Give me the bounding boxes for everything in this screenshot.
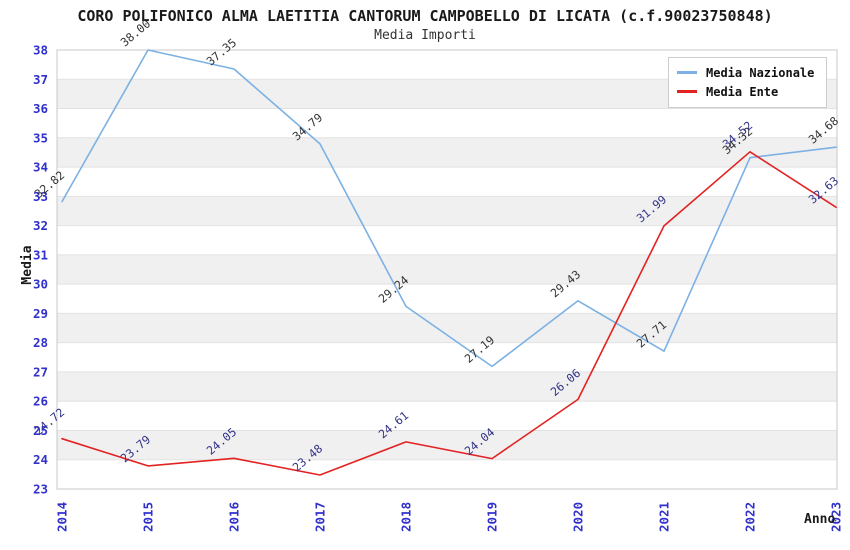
legend-item-media-nazionale[interactable]: Media Nazionale [677,63,814,82]
x-tick-label: 2016 [227,502,242,532]
x-tick-label: 2017 [313,502,328,532]
y-axis-title: Media [20,245,35,285]
chart-subtitle: Media Importi [374,28,476,43]
plot-border [56,49,838,490]
plot-stripe [57,196,837,226]
y-tick-label: 34 [33,160,48,175]
y-tick-label: 38 [33,43,48,58]
legend-line-swatch [677,90,697,93]
plot-stripe [57,430,837,460]
chart-title: CORO POLIFONICO ALMA LAETITIA CANTORUM C… [77,7,773,25]
x-tick-label: 2018 [399,502,414,532]
x-tick-label: 2014 [55,502,70,532]
y-tick-label: 26 [33,394,48,409]
y-tick-label: 24 [33,452,48,467]
y-tick-label: 31 [33,247,48,262]
y-tick-label: 27 [33,364,48,379]
plot-stripe [57,371,837,402]
y-tick-label: 28 [33,335,48,350]
y-tick-label: 29 [33,306,48,321]
x-tick-label: 2019 [485,502,500,532]
y-tick-label: 35 [33,130,48,145]
legend-label: Media Ente [706,84,779,99]
y-tick-label: 30 [33,277,48,292]
y-tick-label: 23 [33,482,48,497]
series-line-media-nazionale [61,49,837,368]
legend-item-media-ente[interactable]: Media Ente [677,82,814,101]
x-axis-title: Anno [804,512,836,527]
data-label: 37.35 [204,35,240,68]
legend-label: Media Nazionale [706,65,815,80]
data-label: 38.00 [118,16,154,49]
series-line-media-ente [61,151,837,476]
y-tick-label: 37 [33,72,48,87]
x-tick-label: 2021 [657,502,672,532]
x-tick-label: 2023 [829,502,844,532]
y-tick-label: 32 [33,218,48,233]
y-tick-label: 25 [33,423,48,438]
plot-stripe [57,254,837,285]
legend-line-swatch [677,71,697,74]
y-tick-label: 33 [33,189,48,204]
legend: Media Nazionale Media Ente [668,57,828,108]
plot-stripe [57,137,837,168]
plot-stripe [57,313,837,343]
y-tick-label: 36 [33,101,48,116]
x-tick-label: 2015 [141,502,156,532]
x-tick-label: 2022 [743,502,758,532]
x-tick-label: 2020 [571,502,586,532]
